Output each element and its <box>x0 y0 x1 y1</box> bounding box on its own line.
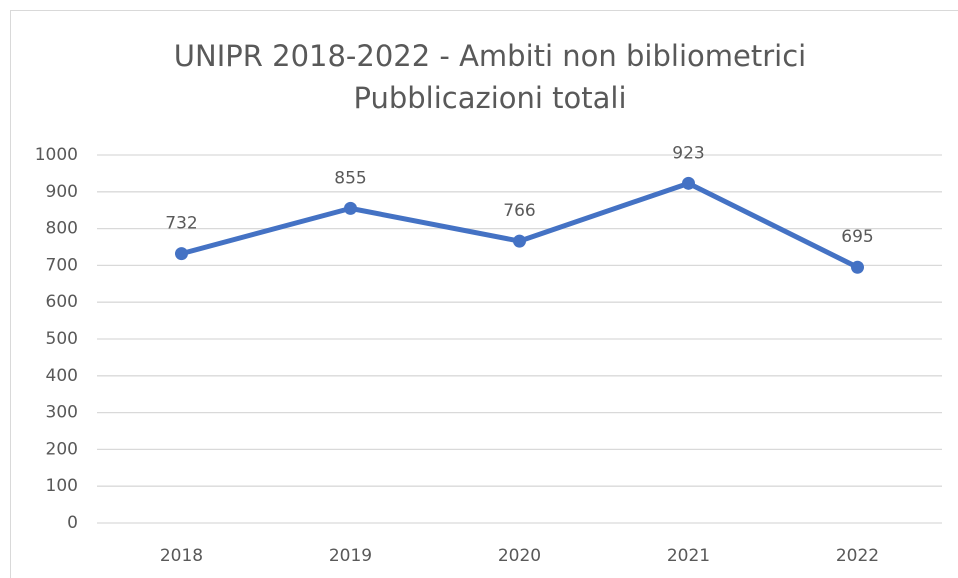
y-tick-label: 100 <box>46 476 78 496</box>
y-tick-label: 900 <box>46 182 78 202</box>
x-tick-label: 2022 <box>836 546 879 566</box>
y-tick-label: 1000 <box>35 145 78 165</box>
y-tick-label: 700 <box>46 255 78 275</box>
y-tick-label: 800 <box>46 219 78 239</box>
y-tick-label: 0 <box>67 513 78 533</box>
data-point <box>682 176 695 190</box>
chart-title: UNIPR 2018-2022 - Ambiti non bibliometri… <box>174 39 806 73</box>
data-label: 732 <box>165 214 197 234</box>
data-label: 923 <box>672 143 704 163</box>
chart-frame <box>10 10 958 578</box>
x-tick-label: 2019 <box>329 546 372 566</box>
data-point <box>175 247 188 261</box>
x-tick-label: 2018 <box>160 546 203 566</box>
y-tick-label: 200 <box>46 439 78 459</box>
chart-title: Pubblicazioni totali <box>353 81 626 115</box>
data-point <box>344 201 357 215</box>
y-tick-label: 600 <box>46 292 78 312</box>
data-label: 766 <box>503 201 535 221</box>
data-point <box>851 260 864 274</box>
x-tick-label: 2021 <box>667 546 710 566</box>
data-label: 855 <box>334 168 366 188</box>
x-tick-label: 2020 <box>498 546 541 566</box>
y-tick-label: 400 <box>46 366 78 386</box>
data-point <box>513 234 526 248</box>
y-tick-label: 300 <box>46 403 78 423</box>
data-label: 695 <box>841 227 873 247</box>
y-tick-label: 500 <box>46 329 78 349</box>
